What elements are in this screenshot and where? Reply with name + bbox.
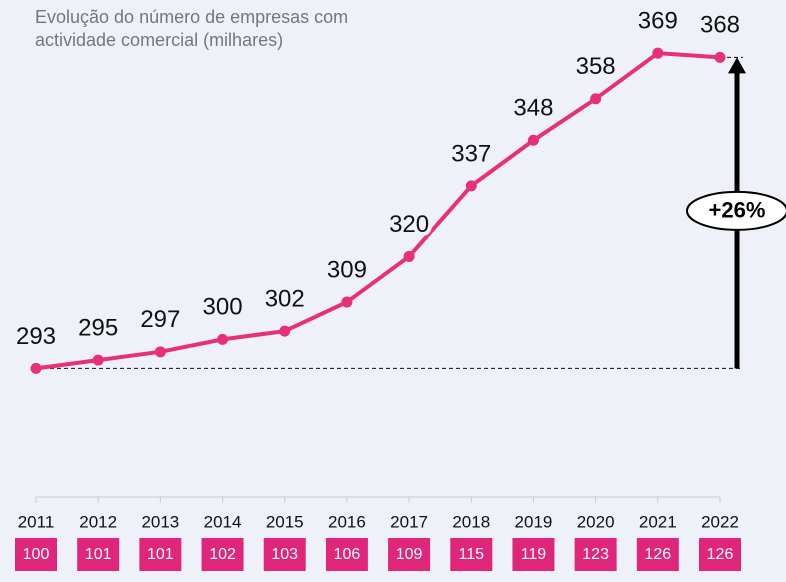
index-label: 101 [85, 546, 112, 563]
index-box [636, 538, 679, 571]
data-label: 293 [16, 323, 56, 350]
point [403, 250, 415, 262]
index-label: 126 [707, 546, 734, 563]
annotation: +26% [709, 198, 766, 223]
x-tick-label: 2020 [577, 512, 615, 531]
point [279, 325, 291, 337]
index-label: 115 [459, 546, 485, 563]
index-box [15, 538, 57, 571]
data-label: 369 [638, 8, 678, 35]
point [30, 362, 42, 374]
chart-title: Evolução do número de empresas com activ… [35, 7, 349, 50]
point [652, 47, 664, 59]
index-label: 123 [582, 546, 609, 563]
point [341, 296, 353, 308]
x-tick-label: 2019 [515, 512, 553, 531]
index-label: 109 [396, 546, 423, 563]
index-label: 101 [147, 546, 174, 563]
x-tick-label: 2017 [390, 512, 428, 531]
x-tick-label: 2013 [141, 512, 179, 531]
index-label: 103 [271, 546, 298, 563]
index-label: 126 [644, 546, 671, 563]
index-label: 102 [209, 546, 236, 563]
index-label: 100 [23, 546, 50, 563]
x-tick-label: 2012 [79, 512, 117, 531]
index-box [574, 538, 617, 571]
index-box [388, 538, 431, 571]
x-tick-label: 2015 [266, 512, 304, 531]
index-box [77, 538, 120, 571]
arrow-head [728, 57, 746, 74]
data-label: 302 [265, 285, 305, 312]
point [154, 346, 166, 358]
index-box [450, 538, 493, 571]
data-label: 358 [576, 53, 616, 80]
annotation-bubble [686, 190, 786, 231]
index-box [325, 538, 368, 571]
x-tick-label: 2014 [204, 512, 242, 531]
index-label: 106 [334, 546, 361, 563]
point [217, 333, 229, 345]
x-tick-label: 2021 [639, 512, 677, 531]
data-label: 295 [78, 314, 118, 341]
x-tick-label: 2011 [18, 512, 55, 531]
data-label: 320 [389, 211, 429, 238]
data-label: 300 [203, 294, 243, 321]
data-label: 368 [700, 12, 740, 39]
x-tick-label: 2022 [701, 512, 739, 531]
index-box [699, 538, 741, 571]
index-box [201, 538, 244, 571]
point [92, 354, 104, 366]
index-box [263, 538, 306, 571]
index-box [512, 538, 555, 571]
data-label: 309 [327, 256, 367, 283]
point [714, 51, 726, 63]
index-label: 119 [521, 546, 547, 563]
point [527, 134, 539, 146]
x-tick-label: 2018 [452, 512, 490, 531]
point [465, 180, 477, 192]
index-box [139, 538, 182, 571]
x-tick-label: 2016 [328, 512, 366, 531]
data-label: 348 [513, 95, 553, 122]
line [35, 51, 721, 371]
point [590, 93, 602, 105]
data-label: 297 [140, 306, 180, 333]
data-label: 337 [451, 140, 491, 167]
